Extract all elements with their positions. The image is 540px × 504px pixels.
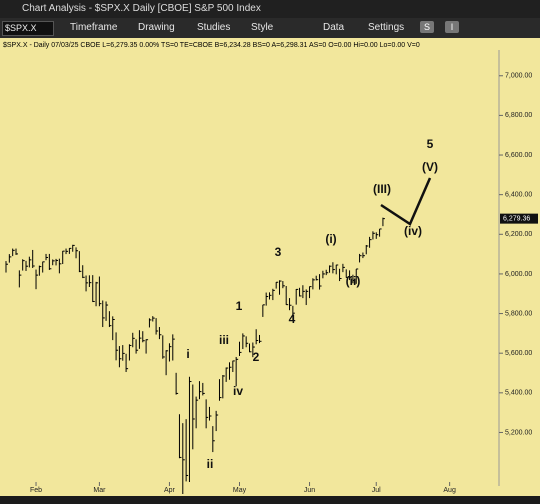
x-tick-label: Jun: [304, 487, 315, 494]
last-price-label: 6,279.36: [503, 215, 530, 222]
y-tick-label: 5,200.00: [505, 429, 532, 436]
wave-label: iii: [219, 333, 229, 347]
y-tick-label: 6,200.00: [505, 231, 532, 238]
menu-item[interactable]: Style: [251, 22, 274, 33]
x-tick-label: Mar: [93, 487, 106, 494]
wave-label: 2: [253, 350, 260, 364]
info-line: $SPX.X - Daily 07/03/25 CBOE L=6,279.35 …: [3, 42, 420, 49]
wave-label: i: [186, 347, 189, 361]
wave-label: 5: [427, 137, 434, 151]
wave-label: (III): [373, 182, 391, 196]
y-tick-label: 6,600.00: [505, 152, 532, 159]
menu-item[interactable]: Timeframe: [70, 22, 118, 33]
wave-label: (ii): [346, 274, 361, 288]
wave-label: (iv): [404, 224, 422, 238]
chart-background: [0, 38, 540, 496]
wave-label: iv: [233, 384, 243, 398]
title-bar: Chart Analysis - $SPX.X Daily [CBOE] S&P…: [0, 0, 540, 18]
menu-item[interactable]: Data: [323, 22, 345, 33]
y-tick-label: 6,000.00: [505, 271, 532, 278]
wave-label: 1: [236, 299, 243, 313]
y-tick-label: 5,600.00: [505, 350, 532, 357]
menu-item[interactable]: Studies: [197, 22, 231, 33]
window-title: Chart Analysis - $SPX.X Daily [CBOE] S&P…: [22, 3, 261, 14]
wave-label: 3: [275, 245, 282, 259]
button[interactable]: I: [445, 21, 459, 33]
menu-item[interactable]: Settings: [368, 22, 405, 33]
symbol-input[interactable]: $SPX.X: [2, 21, 54, 36]
y-tick-label: 7,000.00: [505, 73, 532, 80]
footer: [0, 496, 540, 504]
wave-label: (V): [422, 160, 438, 174]
x-tick-label: Apr: [164, 487, 176, 494]
y-tick-label: 5,800.00: [505, 310, 532, 317]
last-price-box: [500, 213, 538, 224]
x-tick-label: Feb: [30, 487, 42, 494]
wave-label: 4: [289, 312, 296, 326]
projection-line: [380, 177, 432, 226]
wave-label: ii: [207, 457, 214, 471]
button[interactable]: S: [420, 21, 434, 33]
menu-item[interactable]: Drawing: [138, 22, 175, 33]
x-tick-label: Jul: [372, 487, 381, 494]
y-tick-label: 6,400.00: [505, 192, 532, 199]
wave-label: (i): [325, 232, 336, 246]
chart: $SPX.X - Daily 07/03/25 CBOE L=6,279.35 …: [0, 38, 540, 504]
y-tick-label: 5,400.00: [505, 390, 532, 397]
toolbar: $SPX.X Timeframe Drawing Studies Style D…: [0, 18, 540, 38]
x-tick-label: May: [233, 487, 247, 494]
x-tick-label: Aug: [443, 487, 456, 494]
y-tick-label: 6,800.00: [505, 112, 532, 119]
